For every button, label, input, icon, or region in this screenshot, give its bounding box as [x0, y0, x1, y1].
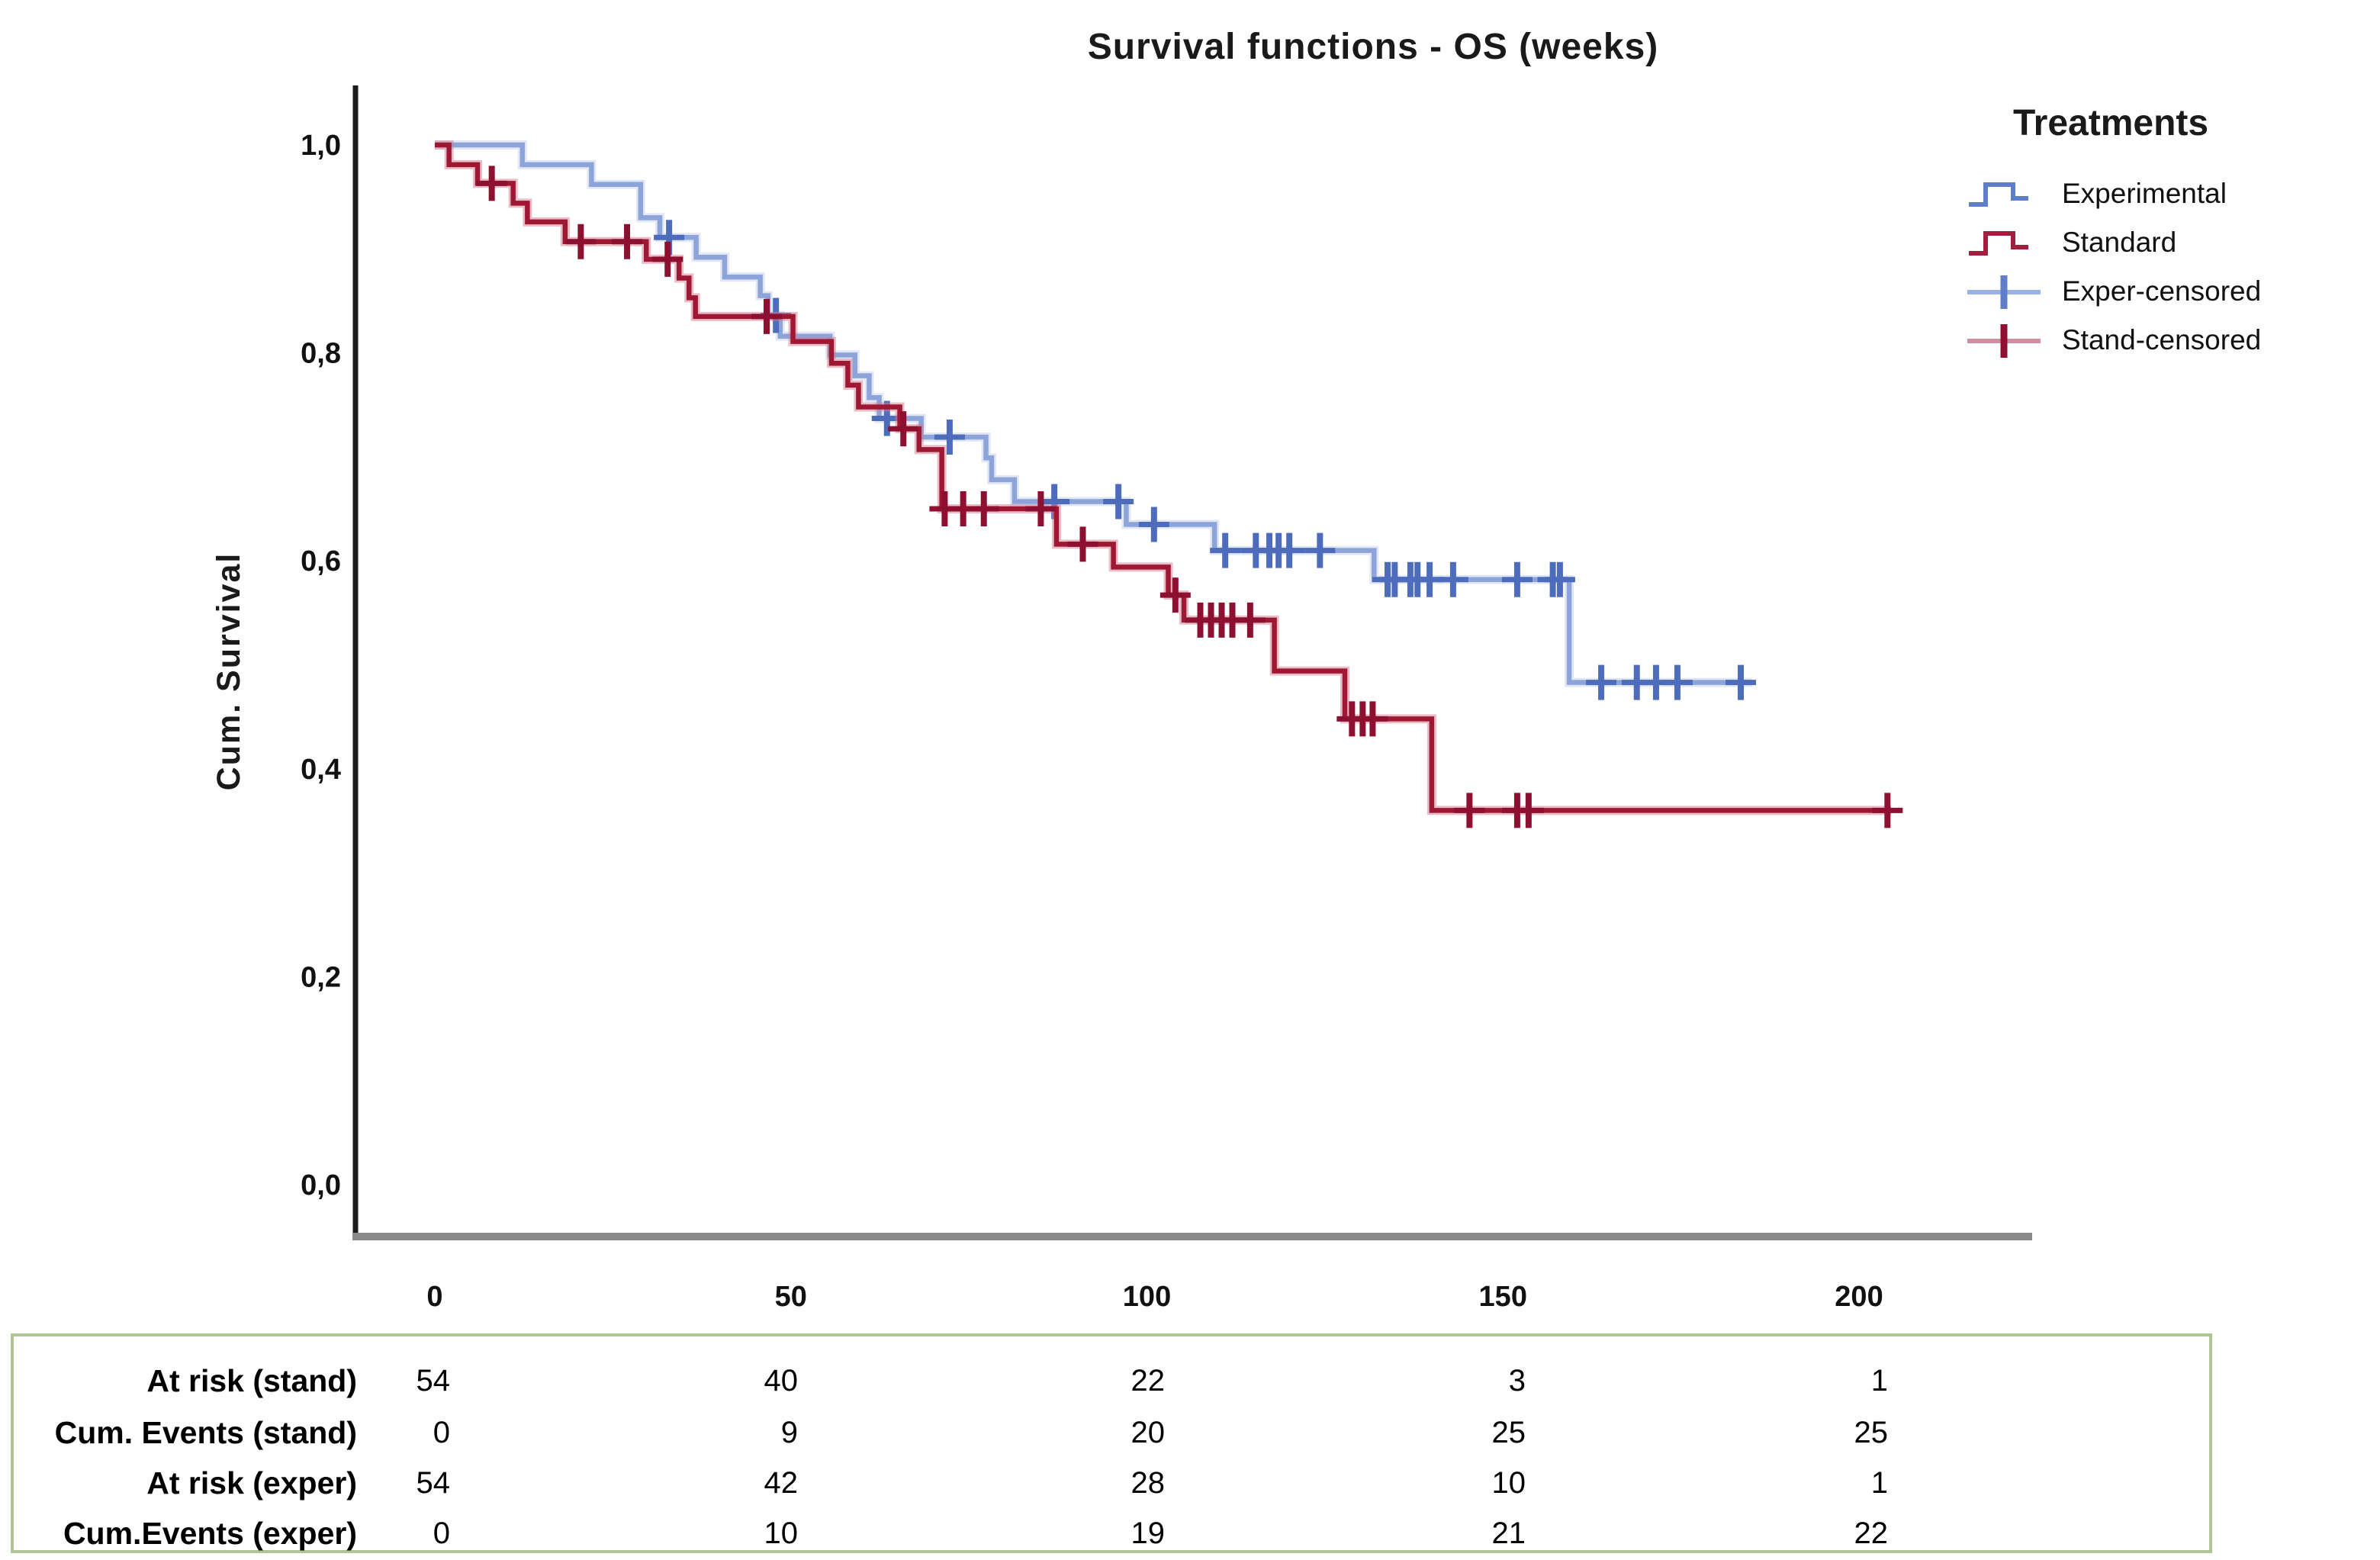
- legend-title: Treatments: [2013, 103, 2209, 143]
- legend-item-stand-censored: Stand-censored: [1964, 320, 2261, 360]
- legend-item-label: Experimental: [2062, 178, 2227, 209]
- row-label: At risk (exper): [146, 1465, 357, 1500]
- table-cell: 0: [433, 1416, 450, 1449]
- legend-item-exper-censored: Exper-censored: [1964, 272, 2261, 311]
- table-cell: 10: [1491, 1466, 1526, 1500]
- curve-standard: [435, 142, 1892, 813]
- table-cell: 25: [1491, 1416, 1526, 1449]
- table-cell: 1: [1870, 1466, 1888, 1500]
- x-tick-label: 50: [775, 1281, 807, 1313]
- table-cell: 21: [1491, 1517, 1526, 1550]
- table-cell: 22: [1130, 1364, 1166, 1398]
- survival-plot: 1,0 0,8 0,6 0,4 0,2 0,0 0 50 100 150 200: [301, 85, 2032, 1313]
- curve-halo-experimental: [435, 140, 1752, 687]
- table-cell: 22: [1854, 1517, 1889, 1550]
- y-tick-label: 1,0: [301, 130, 341, 162]
- y-tick-label: 0,8: [301, 338, 341, 370]
- legend-item-experimental: Experimental: [1964, 174, 2227, 214]
- table-cell: 42: [764, 1466, 799, 1500]
- step-line-icon: [1969, 231, 2028, 256]
- table-row: Cum.Events (exper) 0 10 19 21 22: [14, 1513, 2209, 1553]
- table-cell: 54: [416, 1364, 451, 1398]
- table-row: Cum. Events (stand) 0 9 20 25 25: [14, 1413, 2209, 1452]
- table-row: At risk (stand) 54 40 22 3 1: [14, 1361, 2209, 1401]
- table-cell: 3: [1508, 1364, 1526, 1398]
- y-tick-label: 0,6: [301, 545, 341, 577]
- curve-experimental: [435, 142, 1752, 685]
- x-tick-label: 200: [1835, 1281, 1883, 1313]
- row-label: Cum. Events (stand): [54, 1415, 357, 1450]
- censor-plus-icon: [1967, 275, 2041, 309]
- table-cell: 40: [764, 1364, 799, 1398]
- table-cell: 28: [1130, 1466, 1166, 1500]
- table-cell: 1: [1870, 1364, 1888, 1398]
- step-line-icon: [1969, 182, 2028, 207]
- table-cell: 20: [1130, 1416, 1166, 1449]
- table-cell: 19: [1130, 1517, 1166, 1550]
- legend-item-label: Standard: [2062, 227, 2177, 258]
- row-label: At risk (stand): [146, 1363, 357, 1398]
- censor-marks-experimental: [654, 220, 1757, 700]
- y-tick-label: 0,4: [301, 754, 341, 786]
- y-tick-label: 0,2: [301, 961, 341, 993]
- x-tick-label: 150: [1479, 1281, 1527, 1313]
- table-row: At risk (exper) 54 42 28 10 1: [14, 1463, 2209, 1503]
- table-cell: 0: [433, 1517, 450, 1550]
- censor-plus-icon: [1967, 324, 2041, 358]
- legend-item-label: Exper-censored: [2062, 275, 2262, 307]
- legend-item-standard: Standard: [1964, 223, 2176, 262]
- table-cell: 10: [764, 1517, 799, 1550]
- x-tick-label: 0: [426, 1281, 442, 1313]
- row-label: Cum.Events (exper): [63, 1516, 357, 1551]
- table-cell: 25: [1854, 1416, 1889, 1449]
- curve-halo-standard: [435, 140, 1892, 815]
- chart-title: Survival functions - OS (weeks): [1087, 27, 1659, 67]
- censor-marks-standard: [476, 166, 1903, 828]
- legend-item-label: Stand-censored: [2062, 324, 2262, 355]
- table-cell: 9: [780, 1416, 798, 1449]
- risk-table: At risk (stand) 54 40 22 3 1 Cum. Events…: [11, 1333, 2212, 1553]
- x-tick-label: 100: [1123, 1281, 1171, 1313]
- table-cell: 54: [416, 1466, 451, 1500]
- y-tick-label: 0,0: [301, 1169, 341, 1201]
